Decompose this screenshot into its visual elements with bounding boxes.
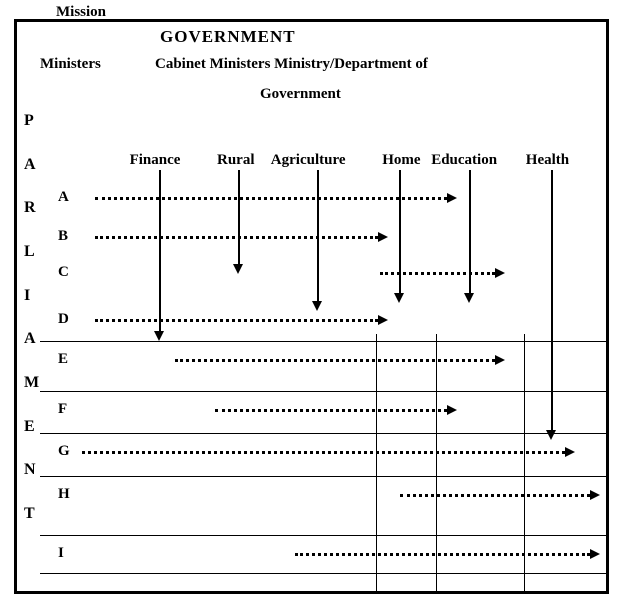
- col-arrowhead-home: [394, 293, 404, 303]
- row-sep-E: [40, 341, 609, 342]
- parliament-letter-5: A: [24, 330, 36, 348]
- row-letter-D: D: [58, 311, 69, 328]
- col-label-agriculture: Agriculture: [271, 152, 346, 169]
- parliament-letter-7: E: [24, 418, 35, 436]
- col-label-education: Education: [431, 152, 497, 169]
- row-arrowhead-G: [565, 447, 575, 457]
- row-letter-E: E: [58, 351, 68, 368]
- col-arrowhead-education: [464, 293, 474, 303]
- col-label-rural: Rural: [217, 152, 255, 169]
- row-sep-G: [40, 433, 609, 434]
- row-dash-A: [95, 197, 447, 200]
- row-dash-C: [380, 272, 495, 275]
- row-dash-F: [215, 409, 447, 412]
- row-arrowhead-E: [495, 355, 505, 365]
- row-dash-E: [175, 359, 495, 362]
- title-government: GOVERNMENT: [160, 27, 296, 47]
- col-arrow-finance: [159, 170, 161, 331]
- row-sep-H: [40, 476, 609, 477]
- row-arrowhead-H: [590, 490, 600, 500]
- parliament-letter-0: P: [24, 112, 34, 130]
- col-arrowhead-agriculture: [312, 301, 322, 311]
- row-sep-F: [40, 391, 609, 392]
- col-label-health: Health: [526, 152, 569, 169]
- parliament-letter-1: A: [24, 156, 36, 174]
- col-label-finance: Finance: [130, 152, 181, 169]
- parliament-letter-2: R: [24, 199, 36, 217]
- row-letter-H: H: [58, 486, 70, 503]
- row-arrowhead-A: [447, 193, 457, 203]
- row-sep-I: [40, 535, 609, 536]
- row-sep-bottom: [40, 573, 609, 574]
- diagram-frame: Mission GOVERNMENT Ministers Cabinet Minist…: [0, 0, 624, 605]
- row-letter-A: A: [58, 189, 69, 206]
- title-ministers: Ministers: [40, 56, 101, 73]
- row-arrowhead-D: [378, 315, 388, 325]
- col-arrowhead-health: [546, 430, 556, 440]
- row-dash-I: [295, 553, 590, 556]
- row-letter-B: B: [58, 228, 68, 245]
- row-arrowhead-I: [590, 549, 600, 559]
- row-arrowhead-F: [447, 405, 457, 415]
- col-arrowhead-finance: [154, 331, 164, 341]
- col-label-home: Home: [382, 152, 420, 169]
- title-mission: Mission: [56, 4, 106, 21]
- row-letter-F: F: [58, 401, 67, 418]
- row-arrowhead-C: [495, 268, 505, 278]
- row-arrowhead-B: [378, 232, 388, 242]
- parliament-letter-4: I: [24, 287, 30, 305]
- row-letter-G: G: [58, 443, 70, 460]
- row-dash-B: [95, 236, 378, 239]
- col-arrow-rural: [238, 170, 240, 264]
- row-dash-G: [82, 451, 565, 454]
- row-dash-D: [95, 319, 378, 322]
- row-dash-H: [400, 494, 590, 497]
- col-arrowhead-rural: [233, 264, 243, 274]
- parliament-letter-9: T: [24, 505, 35, 523]
- parliament-letter-3: L: [24, 243, 35, 261]
- row-letter-I: I: [58, 545, 64, 562]
- parliament-letter-8: N: [24, 461, 36, 479]
- parliament-letter-6: M: [24, 374, 39, 392]
- title-cabinet-line1: Cabinet Ministers Ministry/Department of: [155, 56, 428, 73]
- row-letter-C: C: [58, 264, 69, 281]
- title-cabinet-line2: Government: [260, 86, 341, 103]
